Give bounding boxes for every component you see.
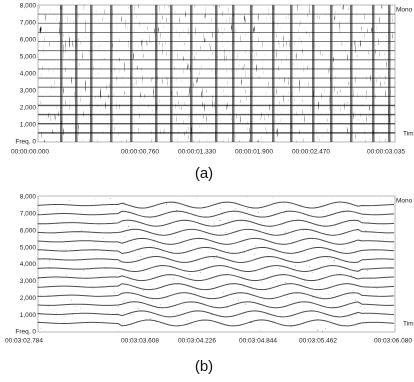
y-tick-label: 7,000	[20, 20, 37, 27]
onset	[130, 5, 133, 142]
y-tick-label: 5,000	[20, 54, 37, 61]
harmonic	[37, 255, 395, 263]
y-tick-label: 3,000	[20, 88, 37, 95]
spectrogram	[37, 4, 396, 143]
onset	[90, 5, 93, 142]
harmonic	[37, 228, 395, 236]
onset	[312, 5, 315, 142]
onset	[190, 5, 193, 142]
x-tick-label: 00:03:02.784	[5, 338, 43, 345]
onset	[372, 5, 375, 142]
onset	[250, 5, 253, 142]
harmonic	[37, 237, 395, 245]
x-tick-label: 00:03:04.844	[239, 338, 277, 345]
x-tick-label: 00:00:02.470	[292, 149, 330, 156]
onset	[215, 5, 218, 142]
y-tick-label: 7,000	[20, 211, 37, 218]
onset	[110, 5, 113, 142]
y-tick-label: 4,000	[20, 261, 37, 268]
y-tick-label: 2,000	[20, 295, 37, 302]
onset	[388, 5, 391, 142]
y-tick-label: 8,000	[20, 3, 37, 10]
channel-label: Mono	[396, 198, 413, 205]
harmonic	[37, 219, 395, 227]
axis-label: Tim	[403, 321, 414, 328]
harmonic	[37, 292, 395, 300]
y-tick-label: 6,000	[20, 37, 37, 44]
harmonic	[37, 246, 395, 254]
x-tick-label: 00:03:05.462	[299, 338, 337, 345]
y-tick-label: 1,000	[20, 312, 37, 319]
onset	[272, 5, 275, 142]
y-tick-label: 6,000	[20, 227, 37, 234]
y-tick-label: 4,000	[20, 71, 37, 78]
harmonic	[37, 274, 395, 282]
harmonic	[37, 319, 395, 327]
y-tick-label: 2,000	[20, 105, 37, 112]
harmonic	[37, 210, 395, 218]
y-tick-label: 8,000	[20, 194, 37, 201]
y-tick-label: 3,000	[20, 278, 37, 285]
channel-label: Mono	[396, 7, 413, 14]
onset	[330, 5, 333, 142]
caption: (b)	[195, 358, 213, 375]
spectrogram	[37, 195, 396, 333]
onset	[170, 5, 173, 142]
x-tick-label: 00:00:00.000	[11, 149, 49, 156]
x-tick-label: 00:00:01.330	[178, 149, 216, 156]
x-tick-label: 00:03:04.226	[178, 338, 216, 345]
onset	[232, 5, 235, 142]
onset	[155, 5, 158, 142]
x-tick-label: 00:00:03.035	[367, 149, 405, 156]
harmonic	[37, 265, 395, 273]
y-tick-label: 5,000	[20, 244, 37, 251]
onset	[350, 5, 353, 142]
harmonic	[37, 310, 395, 318]
onset	[75, 5, 78, 142]
harmonic	[37, 301, 395, 309]
harmonic	[37, 283, 395, 291]
onset	[60, 5, 63, 142]
y-tick-label: Freq. 0	[15, 329, 36, 336]
onset	[290, 5, 293, 142]
harmonic	[37, 201, 395, 209]
x-tick-label: 00:03:06.080	[374, 338, 412, 345]
y-tick-label: 1,000	[20, 122, 37, 129]
caption: (a)	[195, 165, 213, 182]
x-tick-label: 00:00:01.900	[235, 149, 273, 156]
y-tick-label: Freq. 0	[15, 139, 36, 146]
axis-label: Tim	[403, 131, 414, 138]
x-tick-label: 00:03:03.608	[121, 338, 159, 345]
x-tick-label: 00:00:00.760	[121, 149, 159, 156]
